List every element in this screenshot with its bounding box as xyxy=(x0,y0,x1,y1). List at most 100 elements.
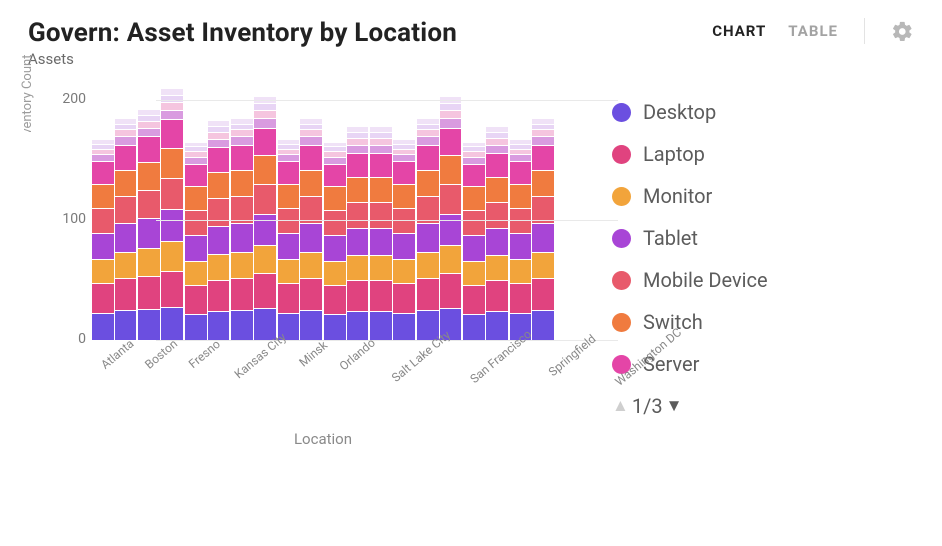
tab-table[interactable]: TABLE xyxy=(788,22,838,40)
gear-icon[interactable] xyxy=(891,20,914,43)
bar-segment xyxy=(185,143,207,147)
bar-segment xyxy=(138,277,160,309)
bar-segment xyxy=(300,253,322,278)
bar-segment xyxy=(417,279,439,310)
legend-swatch xyxy=(612,187,631,206)
bar-segment xyxy=(324,286,346,314)
bar-column[interactable] xyxy=(231,118,253,340)
bar-segment xyxy=(300,125,322,130)
page-subtitle: Assets xyxy=(28,50,457,68)
bar-column[interactable] xyxy=(92,139,114,340)
bar-column[interactable] xyxy=(463,142,485,340)
y-tick: 200 xyxy=(46,91,86,107)
bar-segment xyxy=(115,137,137,144)
bar-segment xyxy=(417,224,439,252)
bar-segment xyxy=(324,262,346,285)
bar-segment xyxy=(393,284,415,313)
legend-item[interactable]: Tablet xyxy=(612,226,768,250)
bar-column[interactable] xyxy=(347,126,369,340)
bar-column[interactable] xyxy=(208,120,230,340)
bar-column[interactable] xyxy=(417,118,439,340)
tab-chart[interactable]: CHART xyxy=(712,22,766,40)
bar-segment xyxy=(463,147,485,151)
bar-segment xyxy=(138,219,160,248)
bar-segment xyxy=(393,155,415,161)
bar-segment xyxy=(393,140,415,144)
bar-column[interactable] xyxy=(254,96,276,340)
bar-segment xyxy=(115,279,137,310)
bar-column[interactable] xyxy=(115,118,137,340)
bar-segment xyxy=(300,119,322,124)
legend-swatch xyxy=(612,103,631,122)
bar-segment xyxy=(161,272,183,307)
bar-segment xyxy=(208,281,230,311)
bar-column[interactable] xyxy=(532,118,554,340)
gridline xyxy=(156,100,618,101)
bar-segment xyxy=(208,255,230,280)
bar-segment xyxy=(393,150,415,155)
bar-segment xyxy=(347,203,369,228)
tab-divider xyxy=(864,18,865,44)
bar-segment xyxy=(486,203,508,228)
bar-segment xyxy=(393,234,415,259)
bar-segment xyxy=(417,137,439,144)
bar-segment xyxy=(115,171,137,196)
bar-segment xyxy=(440,111,462,118)
bar-segment xyxy=(231,125,253,130)
bar-segment xyxy=(324,152,346,157)
legend-item[interactable]: Desktop xyxy=(612,100,768,124)
bar-column[interactable] xyxy=(278,139,300,340)
bar-segment xyxy=(208,148,230,172)
bar-segment xyxy=(278,260,300,283)
bar-segment xyxy=(138,310,160,340)
bar-segment xyxy=(486,256,508,280)
bar-segment xyxy=(486,229,508,255)
bar-segment xyxy=(92,185,114,208)
bar-column[interactable] xyxy=(300,118,322,340)
bar-segment xyxy=(278,150,300,155)
bar-segment xyxy=(161,149,183,178)
bar-segment xyxy=(510,234,532,259)
bar-segment xyxy=(92,150,114,155)
bar-column[interactable] xyxy=(161,88,183,340)
bar-segment xyxy=(370,281,392,311)
bar-segment xyxy=(254,129,276,155)
title-block: Govern: Asset Inventory by Location Asse… xyxy=(28,18,457,68)
bar-segment xyxy=(486,146,508,153)
bar-column[interactable] xyxy=(324,142,346,340)
content: Inventory Count AtlantaBostonFresnoKansa… xyxy=(28,100,914,450)
bar-segment xyxy=(417,125,439,130)
bar-column[interactable] xyxy=(393,139,415,340)
bar-segment xyxy=(510,185,532,208)
bar-segment xyxy=(532,146,554,170)
bar-segment xyxy=(532,119,554,124)
bar-segment xyxy=(463,236,485,261)
bar-segment xyxy=(463,143,485,147)
legend-item[interactable]: Mobile Device xyxy=(612,268,768,292)
bar-column[interactable] xyxy=(370,126,392,340)
legend-item[interactable]: Monitor xyxy=(612,184,768,208)
bar-segment xyxy=(138,110,160,115)
legend-item[interactable]: Switch xyxy=(612,310,768,334)
bar-segment xyxy=(185,315,207,340)
bar-column[interactable] xyxy=(138,109,160,340)
bar-segment xyxy=(510,260,532,283)
bar-segment xyxy=(463,262,485,285)
bar-segment xyxy=(440,246,462,274)
bar-segment xyxy=(417,130,439,136)
bar-segment xyxy=(185,147,207,151)
bar-segment xyxy=(347,256,369,280)
header: Govern: Asset Inventory by Location Asse… xyxy=(28,18,914,68)
legend-item[interactable]: Laptop xyxy=(612,142,768,166)
bar-segment xyxy=(161,210,183,241)
bar-column[interactable] xyxy=(440,96,462,340)
bar-segment xyxy=(370,256,392,280)
bar-column[interactable] xyxy=(510,139,532,340)
bar-column[interactable] xyxy=(486,126,508,340)
bar-segment xyxy=(231,279,253,310)
bar-segment xyxy=(532,224,554,252)
bar-segment xyxy=(185,262,207,285)
bar-segment xyxy=(463,165,485,187)
legend-swatch xyxy=(612,145,631,164)
bar-column[interactable] xyxy=(185,142,207,340)
